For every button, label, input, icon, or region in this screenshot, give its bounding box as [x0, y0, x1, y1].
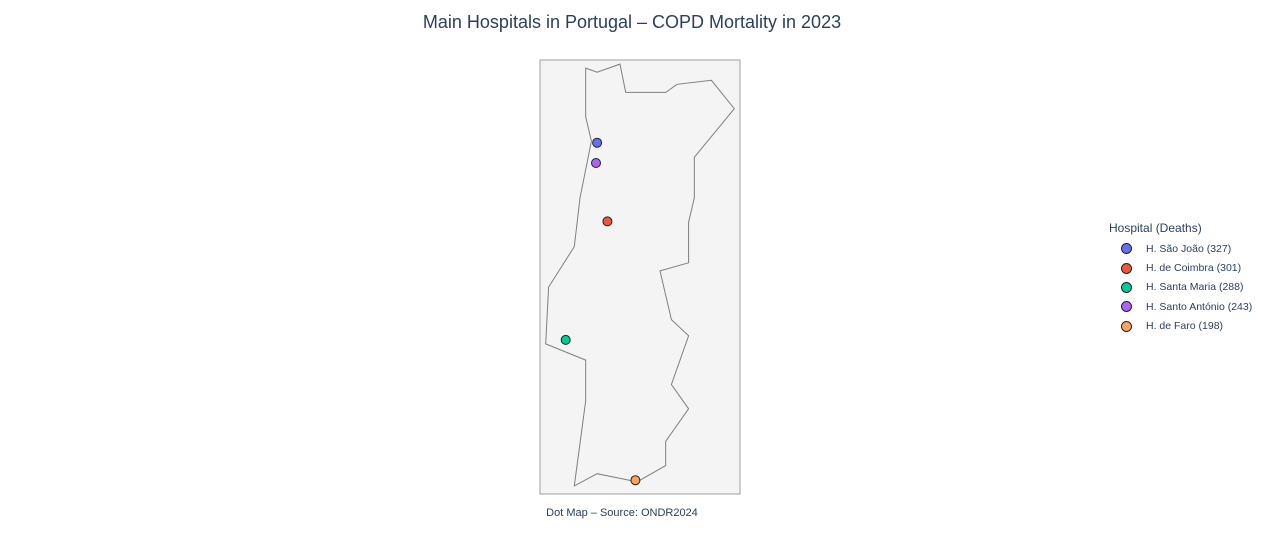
legend-item[interactable]: H. de Coimbra (301) [1109, 258, 1264, 277]
legend-item[interactable]: H. de Faro (198) [1109, 317, 1264, 336]
map-caption: Dot Map – Source: ONDR2024 [546, 507, 698, 519]
hospital-marker-5[interactable] [630, 475, 641, 486]
portugal-outline [545, 63, 735, 487]
legend-item[interactable]: H. Santo António (243) [1109, 297, 1264, 316]
chart-title: Main Hospitals in Portugal – COPD Mortal… [422, 12, 842, 32]
legend-marker [1121, 243, 1132, 255]
legend-label: H. de Faro (198) [1146, 320, 1224, 333]
legend-label: H. Santo António (243) [1146, 300, 1253, 313]
hospital-marker-4[interactable] [591, 158, 601, 168]
legend-marker [1121, 301, 1132, 313]
legend-marker [1121, 281, 1132, 293]
legend-marker [1121, 262, 1132, 274]
hospital-markers [560, 137, 641, 486]
legend: Hospital (Deaths) H. São João (327) H. de… [1109, 221, 1264, 336]
legend-item[interactable]: H. São João (327) [1109, 239, 1264, 258]
legend-items: H. São João (327) H. de Coimbra (301) H. S… [1109, 239, 1264, 336]
legend-title: Hospital (Deaths) [1109, 221, 1202, 235]
legend-item[interactable]: H. Santa Maria (288) [1109, 278, 1264, 297]
hospital-marker-2[interactable] [602, 216, 613, 227]
legend-label: H. de Coimbra (301) [1146, 262, 1242, 275]
legend-marker [1121, 320, 1132, 332]
hospital-marker-1[interactable] [592, 137, 603, 148]
legend-label: H. São João (327) [1146, 242, 1232, 255]
legend-label: H. Santa Maria (288) [1146, 281, 1244, 294]
hospital-marker-3[interactable] [560, 334, 571, 345]
